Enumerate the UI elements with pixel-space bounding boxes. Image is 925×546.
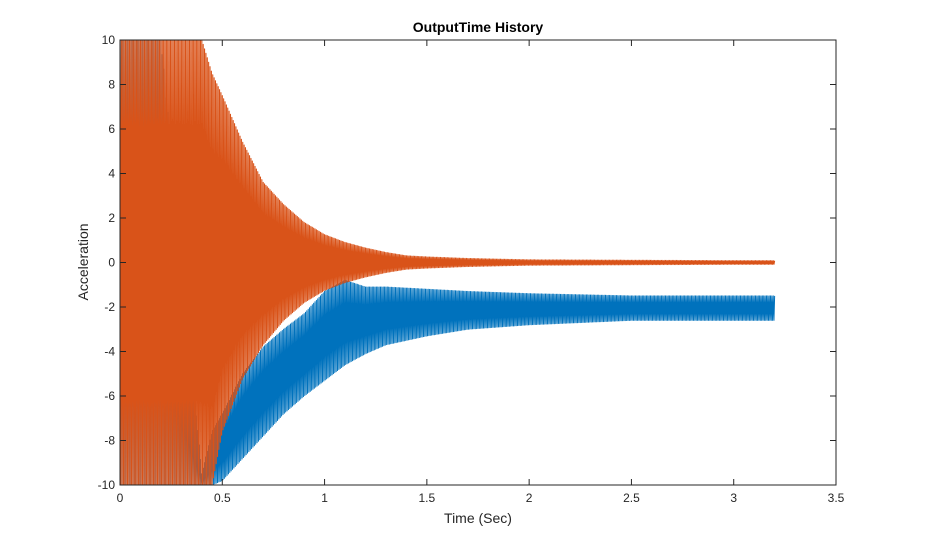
x-tick-label: 2.5: [623, 491, 640, 505]
y-tick-label: 6: [108, 122, 115, 136]
x-tick-label: 1.5: [419, 491, 436, 505]
tick-layer: 0 0.5 1 1.5 2 2.5 3 3.5 -10 -8 -6 -4 -2 0 2 4 6 8 10: [98, 33, 845, 505]
y-tick-label: -6: [104, 389, 115, 403]
y-tick-label: -8: [104, 434, 115, 448]
y-tick-label: 2: [108, 211, 115, 225]
y-tick-label: 10: [102, 33, 116, 47]
x-tick-label: 0: [117, 491, 124, 505]
y-tick-label: -10: [98, 478, 116, 492]
series-line-2: [120, 40, 776, 485]
y-tick-label: -2: [104, 300, 115, 314]
y-tick-label: -4: [104, 345, 115, 359]
y-axis-label: Acceleration: [75, 223, 91, 300]
x-tick-label: 1: [321, 491, 328, 505]
series-layer: [120, 40, 776, 485]
chart-title: OutputTime History: [413, 19, 544, 35]
x-tick-label: 3.5: [828, 491, 845, 505]
x-axis-label: Time (Sec): [444, 510, 512, 526]
x-tick-label: 0.5: [214, 491, 231, 505]
x-tick-label: 3: [730, 491, 737, 505]
x-tick-label: 2: [526, 491, 533, 505]
y-tick-label: 0: [108, 256, 115, 270]
series-line-1: [120, 40, 776, 485]
y-tick-label: 4: [108, 167, 115, 181]
y-tick-label: 8: [108, 78, 115, 92]
